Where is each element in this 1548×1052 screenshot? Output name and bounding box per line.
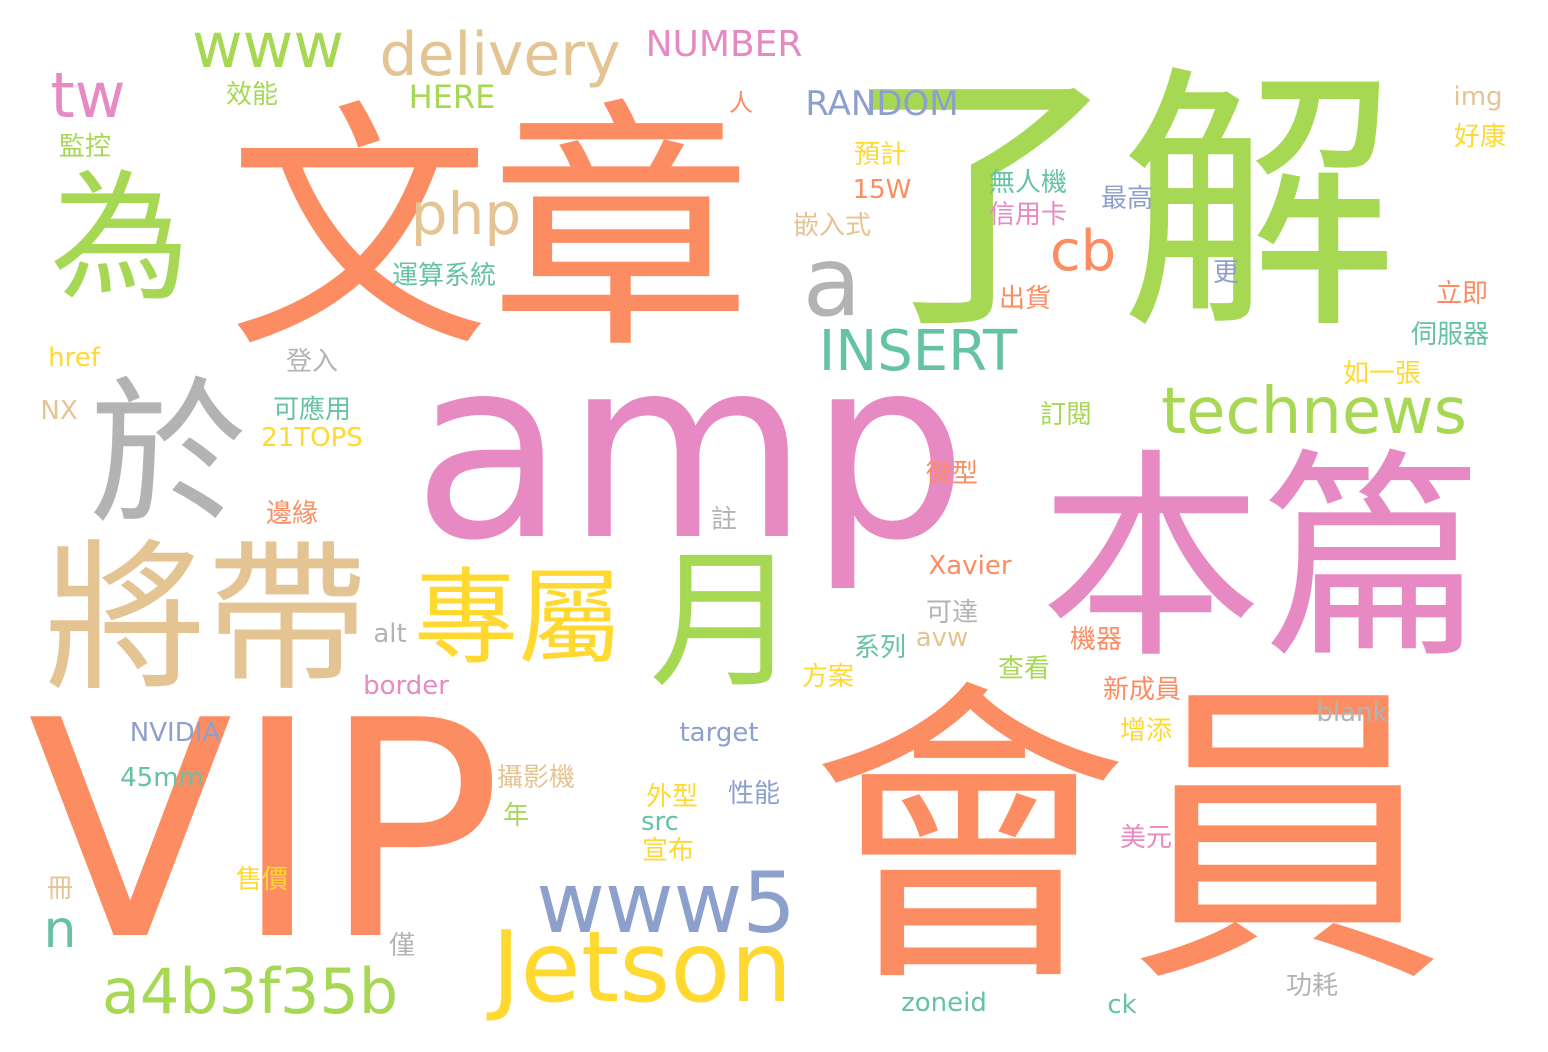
word-benpian: 本篇 [1040, 431, 1484, 689]
word-www5: www5 [536, 854, 796, 952]
word-qianrushi: 嵌入式 [792, 211, 872, 241]
word-jiankong: 監控 [58, 132, 112, 162]
word-xiaoneng: 效能 [225, 80, 279, 110]
word-keda: 可達 [925, 598, 979, 628]
word-a: a [802, 226, 862, 338]
word-tw: tw [50, 59, 126, 132]
word-technews: technews [1161, 375, 1467, 449]
word-45mm: 45mm [120, 763, 204, 793]
word-wurenji: 無人機 [988, 168, 1068, 198]
word-number: NUMBER [645, 24, 803, 65]
word-meiyuan: 美元 [1119, 823, 1173, 853]
word-haokang: 好康 [1453, 122, 1507, 152]
word-avw: avw [915, 623, 969, 653]
word-xinchengyuan: 新成員 [1102, 675, 1182, 705]
word-keyingyong: 可應用 [272, 395, 352, 425]
word-xavier: Xavier [928, 551, 1012, 581]
word-www: www [191, 9, 345, 82]
word-dingyue: 訂閱 [1039, 400, 1093, 430]
word-random: RANDOM [805, 84, 959, 124]
word-yuji: 預計 [853, 140, 907, 170]
word-nx: NX [40, 396, 78, 426]
word-jiqi: 機器 [1069, 625, 1123, 655]
word-yunsuanxitong: 運算系統 [391, 261, 497, 291]
word-zoneid: zoneid [901, 988, 987, 1018]
word-fangan: 方案 [801, 662, 855, 692]
word-target: target [679, 718, 759, 748]
word-a4b3f35b: a4b3f35b [101, 955, 399, 1028]
word-chakan: 查看 [997, 654, 1051, 684]
word-waixing: 外型 [645, 782, 699, 812]
word-xilie: 系列 [853, 633, 907, 663]
word-wei: 為 [49, 158, 191, 321]
word-ren: 人 [729, 89, 753, 117]
word-yue: 月 [648, 535, 800, 709]
word-ruyizhang: 如一張 [1342, 359, 1422, 389]
word-cb: cb [1049, 219, 1117, 284]
word-amp: amp [412, 304, 968, 595]
word-zhu: 註 [710, 505, 738, 535]
word-here: HERE [408, 78, 496, 116]
word-vip: VIP [27, 657, 503, 1006]
word-nian: 年 [502, 801, 530, 831]
word-zhuanshu: 專屬 [413, 557, 623, 679]
word-zengtian: 增添 [1119, 716, 1173, 746]
word-sheyingji: 攝影機 [496, 763, 576, 793]
word-yu: 於 [89, 363, 247, 547]
word-liaojie: 了解 [842, 43, 1398, 367]
word-wenzhang: 文章 [228, 79, 752, 384]
word-border: border [363, 671, 449, 701]
word-shoujia: 售價 [235, 865, 289, 895]
word-fuwuqi: 伺服器 [1410, 320, 1490, 350]
word-delivery: delivery [379, 20, 621, 90]
word-n: n [43, 900, 77, 960]
word-15w: 15W [852, 175, 912, 205]
word-gonghao: 功耗 [1285, 971, 1339, 1001]
word-src: src [641, 807, 679, 837]
word-bianyuan: 邊緣 [265, 499, 319, 529]
word-zuigao: 最高 [1100, 184, 1154, 214]
word-ce: 冊 [46, 874, 74, 904]
word-xuanbu: 宣布 [641, 836, 695, 866]
word-blank: blank [1316, 698, 1388, 728]
word-weixing: 微型 [925, 459, 979, 489]
word-img: img [1453, 82, 1503, 112]
word-jiangdai: 將帶 [44, 526, 368, 714]
word-jin: 僅 [388, 931, 416, 961]
word-nvidia: NVIDIA [129, 718, 221, 748]
word-insert: INSERT [818, 319, 1018, 384]
word-xinyongka: 信用卡 [988, 200, 1068, 230]
word-chuhuo: 出貨 [998, 284, 1052, 314]
word-ck: ck [1107, 990, 1137, 1020]
word-xingneng: 性能 [727, 779, 781, 809]
word-21tops: 21TOPS [261, 423, 363, 453]
word-alt: alt [373, 619, 407, 649]
word-huiyuan: 會員 [810, 655, 1446, 1025]
word-href: href [48, 343, 100, 373]
word-denglu: 登入 [285, 347, 339, 377]
word-php: php [410, 180, 522, 248]
word-liji: 立即 [1435, 279, 1489, 309]
word-jetson: Jetson [491, 911, 793, 1025]
word-geng: 更 [1212, 258, 1240, 288]
